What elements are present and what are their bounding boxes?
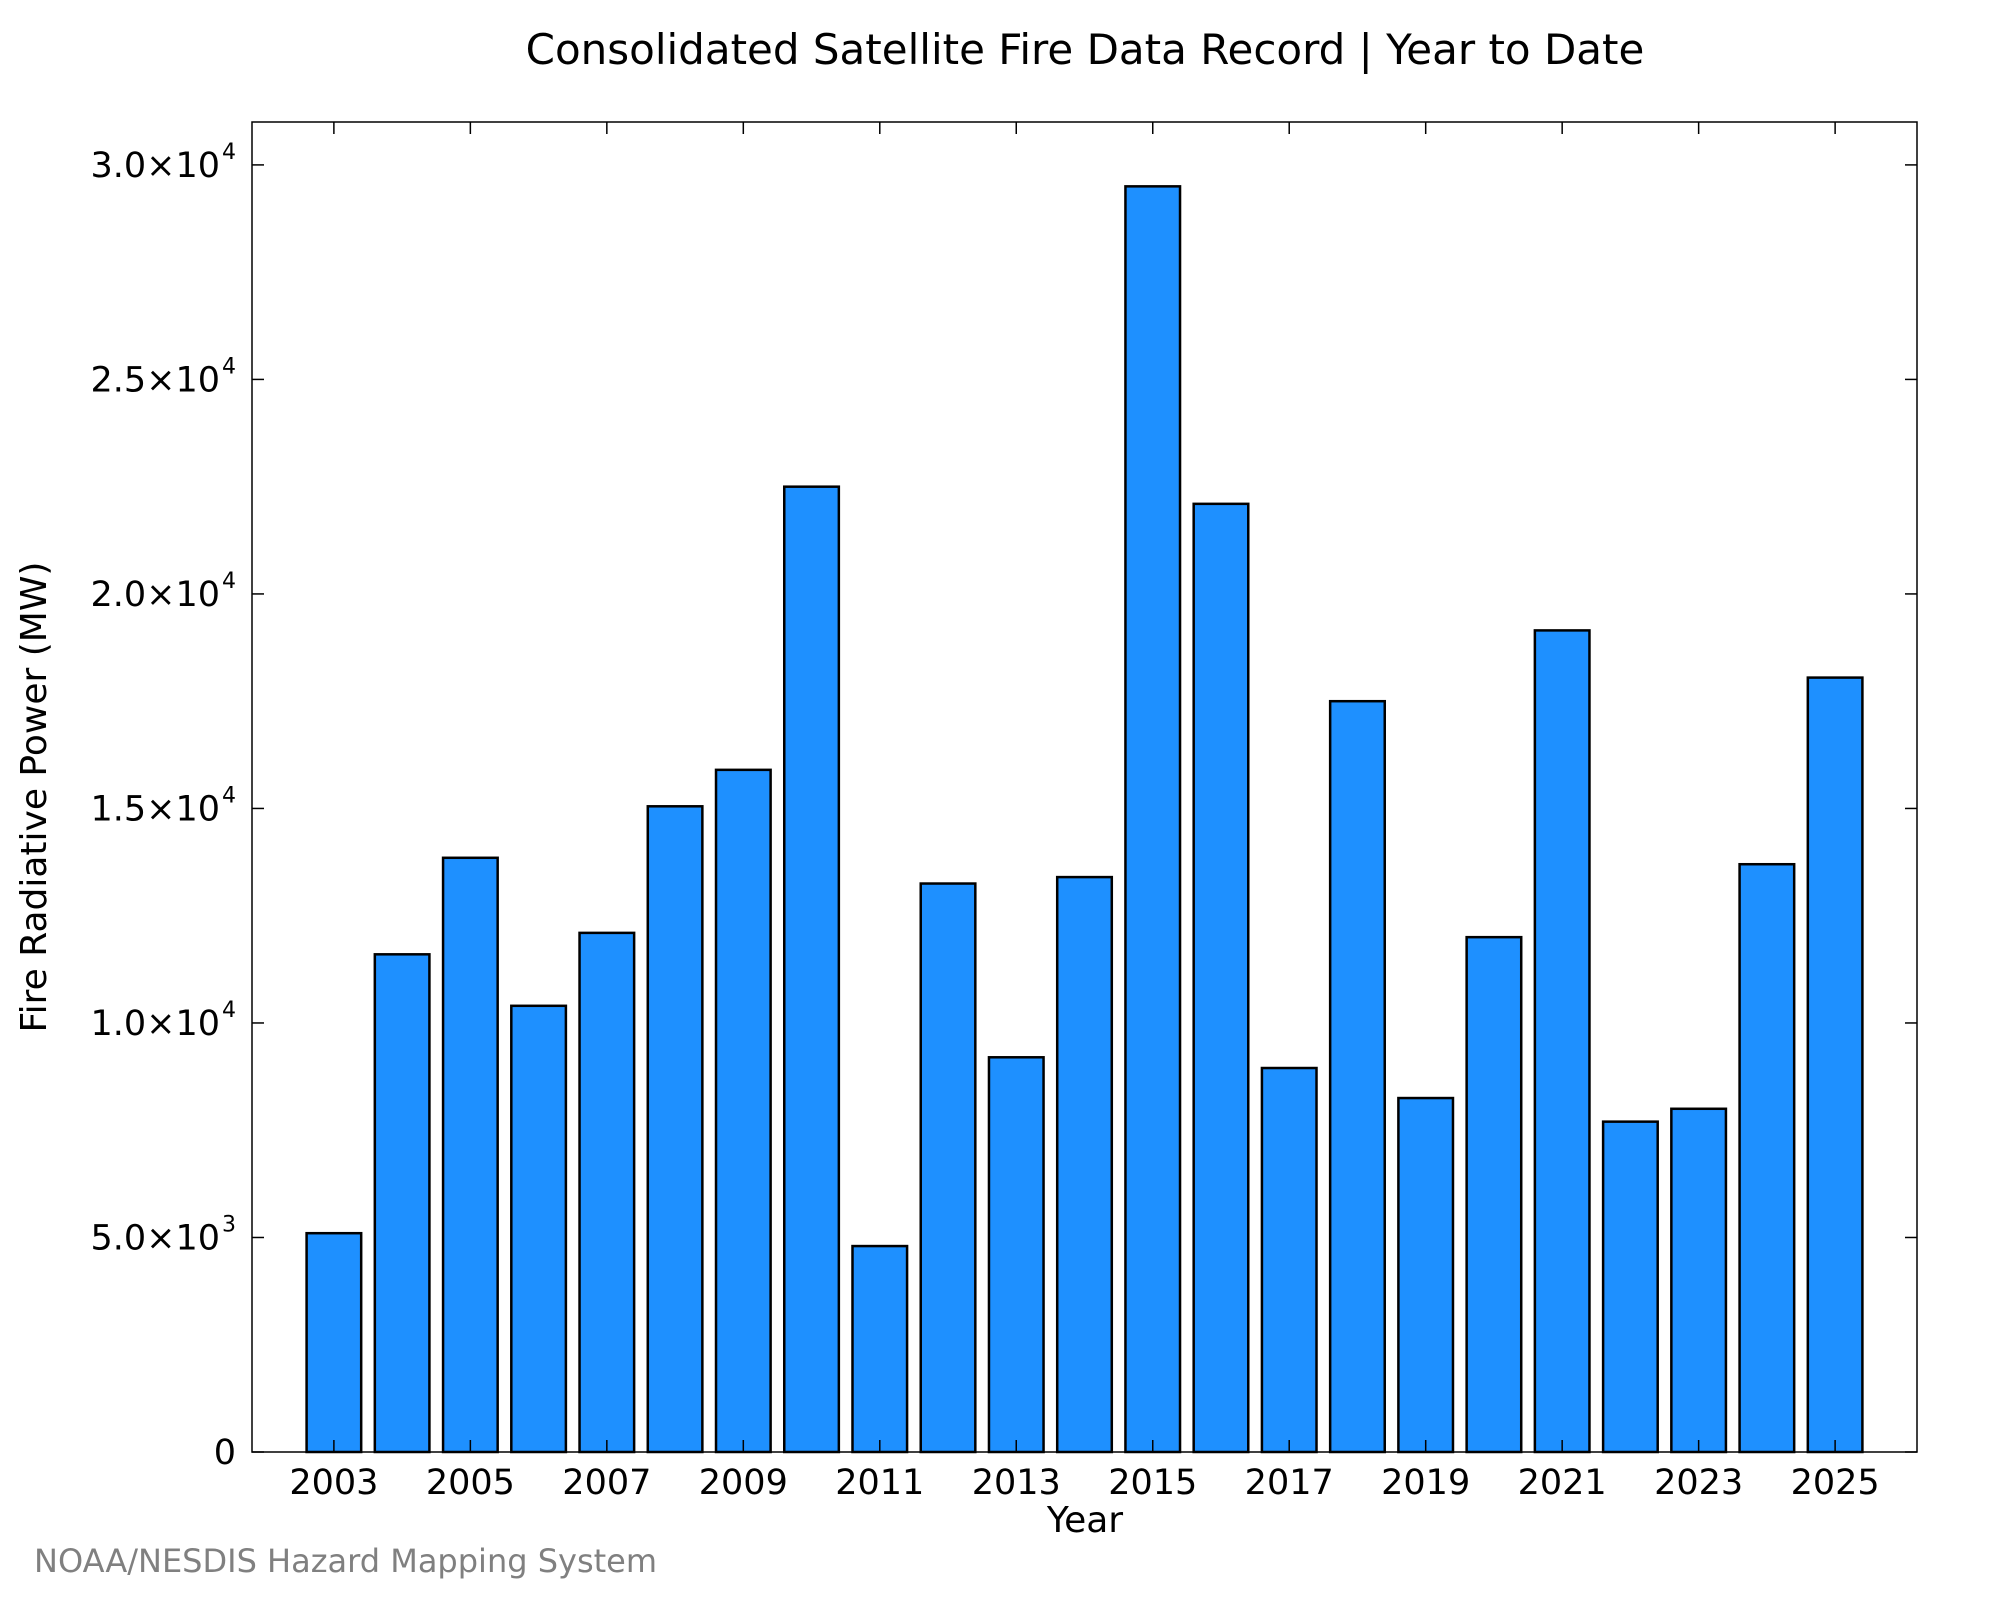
x-tick-label-2021: 2021 bbox=[1518, 1463, 1607, 1503]
bar-2016 bbox=[1192, 502, 1250, 1454]
x-tick-label-2011: 2011 bbox=[835, 1463, 924, 1503]
y-tick-mantissa: 5.0×10 bbox=[90, 1218, 220, 1258]
bar-2014 bbox=[1055, 875, 1114, 1454]
x-tick-label-2017: 2017 bbox=[1245, 1463, 1334, 1503]
x-tick-label-2009: 2009 bbox=[699, 1463, 788, 1503]
x-axis: 2003 2005 2007 2009 2011 2013 2015 2017 2019 2021… bbox=[289, 122, 1880, 1503]
x-tick-label-2013: 2013 bbox=[972, 1463, 1061, 1503]
x-tick-label-2025: 2025 bbox=[1791, 1463, 1880, 1503]
y-tick-label: 5.0×103 bbox=[90, 1212, 236, 1258]
bar-2022 bbox=[1601, 1120, 1659, 1454]
y-tick-label: 1.5×104 bbox=[90, 783, 236, 829]
bar-2013 bbox=[987, 1056, 1045, 1454]
bar-series bbox=[305, 185, 1864, 1454]
y-tick-exponent: 4 bbox=[222, 569, 236, 594]
y-tick-mantissa: 1.0×10 bbox=[90, 1004, 220, 1044]
y-tick-label: 0 bbox=[214, 1433, 236, 1473]
chart-title: Consolidated Satellite Fire Data Record … bbox=[526, 25, 1645, 74]
x-tick-label-2005: 2005 bbox=[426, 1463, 515, 1503]
y-tick-exponent: 4 bbox=[222, 354, 236, 379]
bar-2019 bbox=[1397, 1096, 1455, 1454]
bar-2006 bbox=[510, 1004, 568, 1454]
y-tick-exponent: 3 bbox=[222, 1212, 236, 1237]
bar-2011 bbox=[851, 1244, 909, 1454]
x-tick-label-2007: 2007 bbox=[562, 1463, 651, 1503]
bar-2020 bbox=[1465, 935, 1523, 1454]
y-tick-mantissa: 0 bbox=[214, 1433, 236, 1473]
bar-2021 bbox=[1533, 629, 1591, 1454]
bar-2012 bbox=[919, 882, 977, 1454]
x-tick-label-2019: 2019 bbox=[1381, 1463, 1470, 1503]
y-axis: 05.0×1031.0×1041.5×1042.0×1042.5×1043.0×… bbox=[90, 140, 1917, 1473]
y-tick-mantissa: 3.0×10 bbox=[90, 146, 220, 186]
bar-2018 bbox=[1328, 699, 1386, 1454]
y-tick-exponent: 4 bbox=[222, 998, 236, 1023]
credit-text: NOAA/NESDIS Hazard Mapping System bbox=[34, 1542, 657, 1580]
y-tick-exponent: 4 bbox=[222, 783, 236, 808]
y-tick-mantissa: 2.5×10 bbox=[90, 360, 220, 400]
bar-2025 bbox=[1806, 676, 1864, 1454]
bar-2003 bbox=[305, 1231, 363, 1454]
y-tick-exponent: 4 bbox=[222, 140, 236, 165]
bar-2010 bbox=[783, 485, 841, 1454]
x-tick-label-2003: 2003 bbox=[289, 1463, 378, 1503]
bar-2008 bbox=[646, 805, 704, 1454]
y-tick-label: 3.0×104 bbox=[90, 140, 236, 186]
x-tick-label-2023: 2023 bbox=[1654, 1463, 1743, 1503]
y-tick-label: 1.0×104 bbox=[90, 998, 236, 1044]
y-tick-mantissa: 1.5×10 bbox=[90, 789, 220, 829]
bar-2024 bbox=[1738, 862, 1796, 1454]
bar-2007 bbox=[578, 931, 636, 1454]
bar-2017 bbox=[1260, 1066, 1318, 1454]
plot-frame bbox=[251, 121, 1918, 1453]
bar-2005 bbox=[441, 856, 499, 1454]
bar-2023 bbox=[1670, 1107, 1728, 1454]
x-axis-label: Year bbox=[1046, 1500, 1123, 1541]
y-tick-label: 2.5×104 bbox=[90, 354, 236, 400]
bar-2015 bbox=[1124, 185, 1182, 1454]
y-tick-mantissa: 2.0×10 bbox=[90, 575, 220, 615]
y-tick-label: 2.0×104 bbox=[90, 569, 236, 615]
bar-2009 bbox=[714, 768, 772, 1454]
x-tick-label-2015: 2015 bbox=[1108, 1463, 1197, 1503]
y-axis-label: Fire Radiative Power (MW) bbox=[14, 562, 55, 1033]
bar-2004 bbox=[373, 953, 431, 1454]
